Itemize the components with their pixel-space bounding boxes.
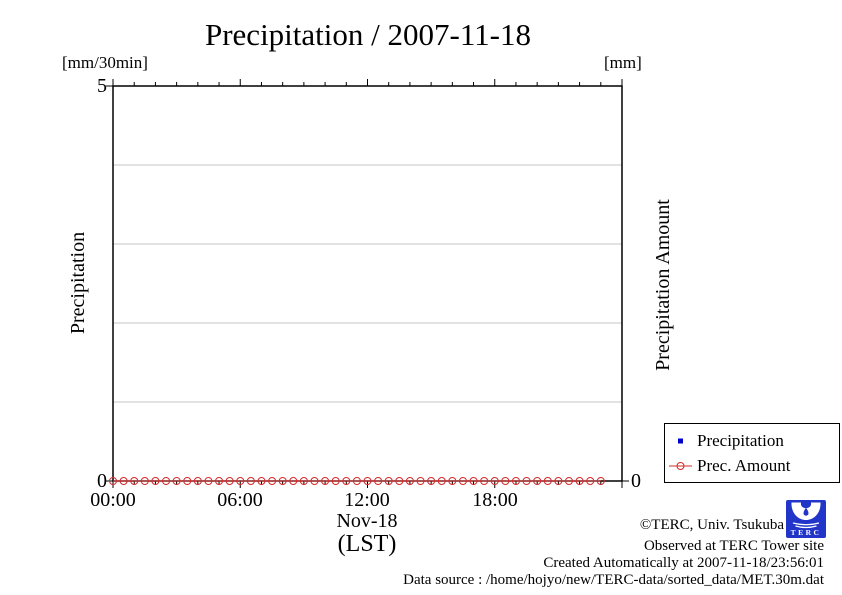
chart-title: Precipitation / 2007-11-18	[204, 17, 531, 52]
data-point-circle	[193, 477, 202, 485]
data-point-circle	[172, 477, 181, 485]
left-axis-tick-label-0: 0	[97, 470, 107, 492]
x-tick-label-1200: 12:00	[344, 489, 390, 511]
data-point-circle	[554, 477, 563, 485]
left-axis-tick-label-5: 5	[97, 75, 107, 97]
data-point-circle	[533, 477, 542, 485]
data-point-circle	[543, 477, 552, 485]
data-point-circle	[395, 477, 404, 485]
data-point-circle	[448, 477, 457, 485]
legend-label: Precipitation	[697, 431, 784, 450]
data-point-circle	[109, 477, 117, 485]
data-point-circle	[522, 477, 531, 485]
data-point-circle	[321, 477, 330, 485]
terc-logo: TERC	[786, 500, 826, 538]
data-point-circle	[586, 477, 595, 485]
left-axis-unit: [mm/30min]	[62, 53, 148, 72]
legend-label: Prec. Amount	[697, 456, 791, 475]
data-point-circle	[596, 477, 605, 485]
data-point-circle	[501, 477, 510, 485]
data-point-circle	[405, 477, 414, 485]
data-point-circle	[289, 477, 298, 485]
data-point-circle	[564, 477, 573, 485]
blue-square-icon	[678, 438, 683, 443]
right-axis-title: Precipitation Amount	[652, 199, 674, 371]
data-source-text: Data source : /home/hojyo/new/TERC-data/…	[403, 572, 824, 588]
red-circle-icon	[669, 461, 692, 470]
data-point-circle	[162, 477, 171, 485]
data-point-circle	[246, 477, 255, 485]
data-point-circle	[310, 477, 319, 485]
plot-frame	[112, 85, 623, 482]
data-point-circle	[511, 477, 520, 485]
data-point-circle	[299, 477, 308, 485]
right-axis-tick-label-0: 0	[631, 470, 641, 492]
data-point-circle	[427, 477, 436, 485]
data-point-circle	[363, 477, 372, 485]
data-point-circle	[575, 477, 584, 485]
data-point-circle	[119, 477, 128, 485]
data-point-circle	[257, 477, 266, 485]
data-point-circle	[374, 477, 383, 485]
x-tick-label-1800: 18:00	[472, 489, 518, 511]
data-point-circle	[352, 477, 361, 485]
data-point-circle	[236, 477, 245, 485]
x-tick-label-0000: 00:00	[90, 489, 136, 511]
x-axis-date-label: Nov-18	[336, 510, 398, 532]
data-point-circle	[469, 477, 478, 485]
observed-site-text: Observed at TERC Tower site	[643, 538, 824, 554]
x-axis-timezone-label: (LST)	[337, 531, 397, 557]
created-timestamp-text: Created Automatically at 2007-11-18/23:5…	[543, 555, 824, 571]
data-point-circle	[204, 477, 213, 485]
data-point-circle	[458, 477, 467, 485]
x-tick-label-0600: 06:00	[217, 489, 263, 511]
data-point-circle	[151, 477, 160, 485]
logo-text: TERC	[791, 528, 822, 537]
data-point-circle	[130, 477, 139, 485]
legend-item-prec-amount: Prec. Amount	[668, 457, 839, 474]
data-point-circle	[416, 477, 425, 485]
data-point-circle	[183, 477, 192, 485]
data-point-circle	[384, 477, 393, 485]
data-point-circle	[437, 477, 446, 485]
data-point-circle	[215, 477, 224, 485]
data-point-circle	[480, 477, 489, 485]
data-point-circle	[490, 477, 499, 485]
left-axis-title: Precipitation	[67, 231, 89, 335]
right-axis-unit: [mm]	[604, 53, 642, 72]
water-drop-icon	[803, 507, 809, 516]
legend: Precipitation Prec. Amount	[664, 423, 840, 483]
data-point-circle	[331, 477, 340, 485]
data-point-circle	[225, 477, 234, 485]
data-point-circle	[140, 477, 149, 485]
data-point-circle	[342, 477, 351, 485]
data-point-circle	[268, 477, 277, 485]
legend-item-precipitation: Precipitation	[668, 432, 839, 449]
data-point-circle	[278, 477, 287, 485]
copyright-text: ©TERC, Univ. Tsukuba	[639, 517, 784, 533]
